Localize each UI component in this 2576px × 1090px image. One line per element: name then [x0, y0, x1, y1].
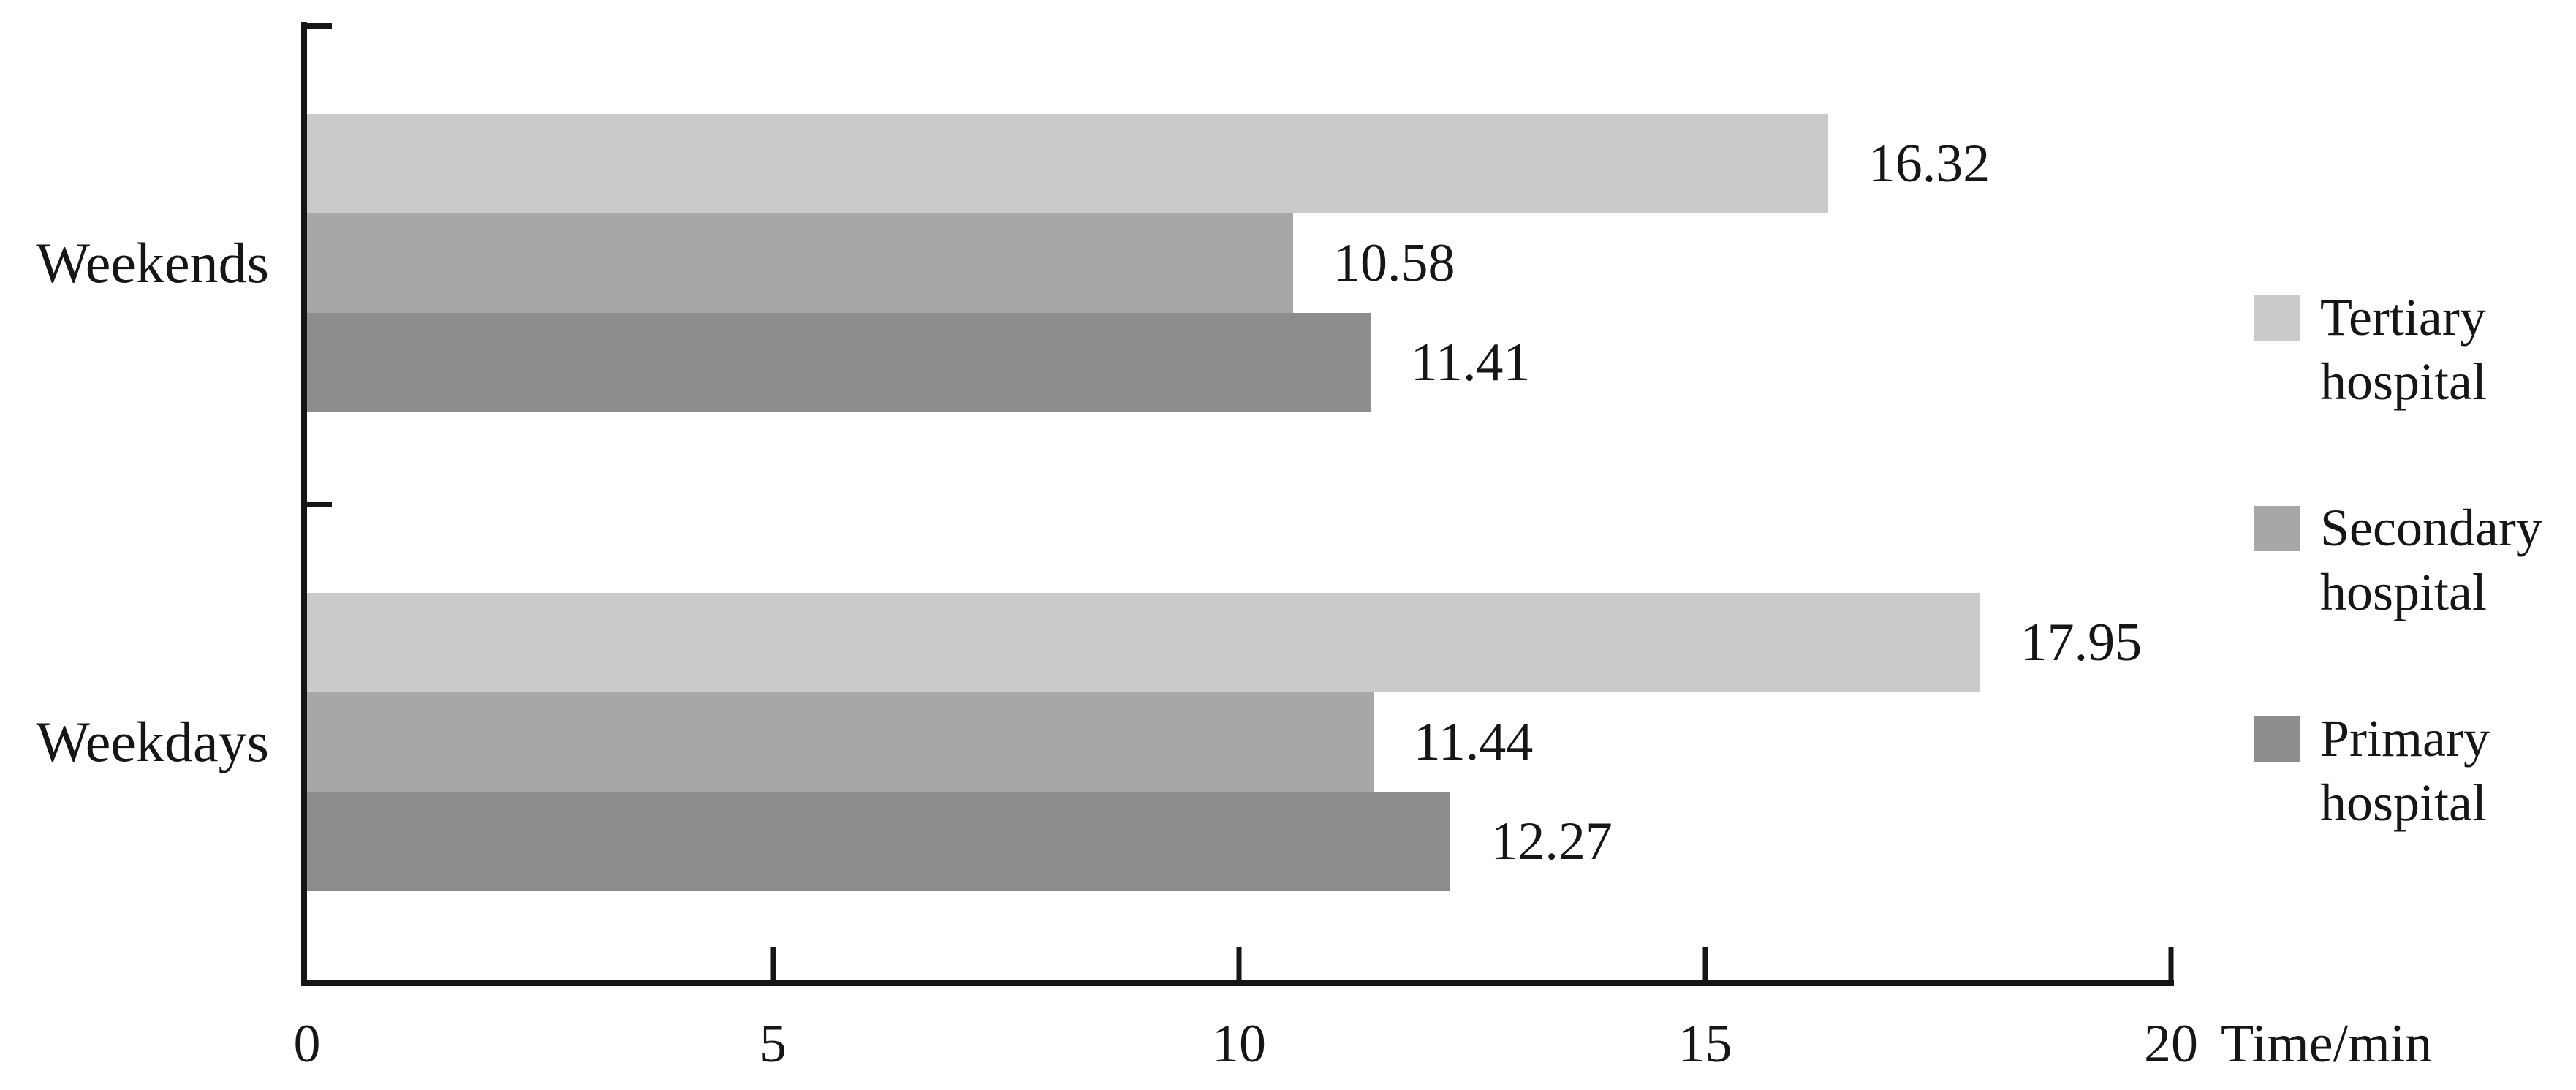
x-axis-tick: [2168, 947, 2174, 980]
bar-weekdays-primary: [307, 791, 1451, 891]
x-axis-tick-label: 5: [759, 1014, 787, 1074]
category-group-weekdays: 17.95 11.44 12.27: [307, 502, 2171, 981]
bar-weekends-tertiary: [307, 113, 1828, 213]
category-axis-labels: Weekends Weekdays: [0, 23, 269, 981]
bar-value-label: 11.41: [1410, 332, 1531, 393]
bar-weekdays-tertiary: [307, 592, 1980, 692]
legend-entry-tertiary: Tertiary hospital: [2254, 285, 2569, 414]
y-axis-tick: [307, 502, 332, 507]
x-axis-line: [301, 980, 2174, 986]
x-axis-tick: [1236, 947, 1242, 980]
y-axis-ticks: [307, 23, 336, 981]
category-group-weekends: 16.32 10.58 11.41: [307, 23, 2171, 502]
legend-label: Primary hospital: [2320, 709, 2490, 832]
category-label-weekends: Weekends: [36, 230, 269, 295]
bar-row: 17.95: [307, 592, 2171, 692]
legend-swatch: [2254, 506, 2300, 551]
x-axis-title: Time/min: [2221, 1014, 2433, 1074]
bar-value-label: 16.32: [1868, 133, 1990, 194]
legend-entry-primary: Primary hospital: [2254, 706, 2569, 835]
bar-row: 11.44: [307, 692, 2171, 792]
legend-swatch: [2254, 716, 2300, 762]
x-axis-tick-label: 10: [1212, 1014, 1266, 1074]
x-axis-tick: [770, 947, 776, 980]
legend-label: Tertiary hospital: [2320, 288, 2487, 411]
bar-value-label: 12.27: [1490, 811, 1613, 871]
bar-row: 11.41: [307, 312, 2171, 412]
x-axis-tick: [1702, 947, 1708, 980]
bar-row: 10.58: [307, 213, 2171, 313]
x-axis-tick-labels: 0 5 10 15 20: [294, 1013, 2199, 1086]
bar-weekends-primary: [307, 312, 1371, 412]
bar-value-label: 11.44: [1413, 711, 1534, 772]
bar-value-label: 17.95: [2020, 612, 2143, 673]
x-axis-tick-label: 0: [293, 1014, 321, 1074]
y-axis-line: [301, 22, 307, 986]
legend-label: Secondary hospital: [2320, 499, 2542, 621]
legend: Tertiary hospital Secondary hospital Prima…: [2254, 285, 2569, 917]
bar-value-label: 10.58: [1333, 232, 1455, 293]
y-axis-tick: [307, 23, 332, 29]
bar-row: 16.32: [307, 113, 2171, 213]
bar-row: 12.27: [307, 791, 2171, 891]
bar-weekends-secondary: [307, 213, 1293, 313]
x-axis-tick-label: 20: [2144, 1014, 2198, 1074]
legend-entry-secondary: Secondary hospital: [2254, 496, 2569, 624]
category-label-weekdays: Weekdays: [36, 709, 269, 773]
legend-swatch: [2254, 295, 2300, 341]
x-axis-ticks: [307, 947, 2174, 980]
plot-area: 16.32 10.58 11.41 17.95 11.44 12.27: [307, 23, 2171, 981]
x-axis-tick-label: 15: [1678, 1014, 1732, 1074]
bar-weekdays-secondary: [307, 692, 1374, 792]
